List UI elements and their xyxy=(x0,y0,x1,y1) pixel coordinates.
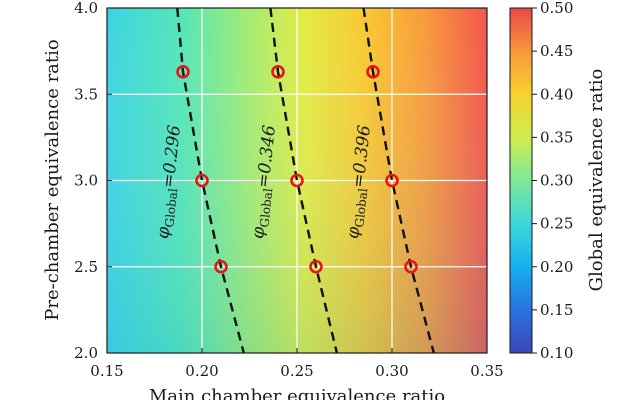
y-axis-title: Pre-chamber equivalence ratio xyxy=(42,39,63,320)
colorbar-tick-label: 0.30 xyxy=(540,172,573,190)
contour-line xyxy=(362,8,435,353)
contours xyxy=(176,8,435,353)
colorbar-gradient xyxy=(509,7,533,354)
x-ticks: 0.15 0.20 0.25 0.30 0.35 xyxy=(90,348,504,380)
x-tick-label: 0.25 xyxy=(280,362,313,380)
data-point-marker xyxy=(195,173,209,188)
x-tick-label: 0.20 xyxy=(185,362,218,380)
x-tick-label: 0.15 xyxy=(90,362,123,380)
data-point-marker xyxy=(385,173,399,188)
colorbar-tick-label: 0.10 xyxy=(540,344,573,362)
colorbar-tick-label: 0.35 xyxy=(540,128,573,146)
colorbar-tick-label: 0.40 xyxy=(540,85,573,103)
data-point-marker xyxy=(309,259,323,274)
data-point-marker xyxy=(404,259,418,274)
data-point-marker xyxy=(176,65,190,79)
data-point-marker xyxy=(271,65,285,79)
colorbar: 0.10 0.15 0.20 0.25 0.30 0.35 0.40 0.45 0.50 Glo… xyxy=(509,0,607,362)
markers xyxy=(176,65,418,274)
data-point-marker xyxy=(366,65,380,79)
y-tick-label: 2.5 xyxy=(74,258,98,276)
x-tick-label: 0.35 xyxy=(470,362,503,380)
colorbar-tick-label: 0.50 xyxy=(540,0,573,17)
y-tick-label: 4.0 xyxy=(74,0,98,17)
data-point-marker xyxy=(290,173,304,188)
x-tick-label: 0.30 xyxy=(375,362,408,380)
x-axis-title: Main chamber equivalence ratio xyxy=(149,386,445,400)
colorbar-ticks: 0.10 0.15 0.20 0.25 0.30 0.35 0.40 0.45 0.50 xyxy=(532,0,573,362)
colorbar-tick-label: 0.25 xyxy=(540,215,573,233)
y-tick-label: 3.5 xyxy=(74,85,98,103)
y-ticks: 2.0 2.5 3.0 3.5 4.0 xyxy=(74,0,112,362)
colorbar-tick-label: 0.45 xyxy=(540,42,573,60)
grid xyxy=(107,8,487,353)
contour-line xyxy=(176,8,245,353)
colorbar-tick-label: 0.15 xyxy=(540,301,573,319)
y-tick-label: 2.0 xyxy=(74,344,98,362)
contour-line xyxy=(269,8,339,353)
colorbar-tick-label: 0.20 xyxy=(540,258,573,276)
colorbar-title: Global equivalence ratio xyxy=(586,69,607,292)
y-tick-label: 3.0 xyxy=(74,172,98,190)
data-point-marker xyxy=(214,259,228,274)
